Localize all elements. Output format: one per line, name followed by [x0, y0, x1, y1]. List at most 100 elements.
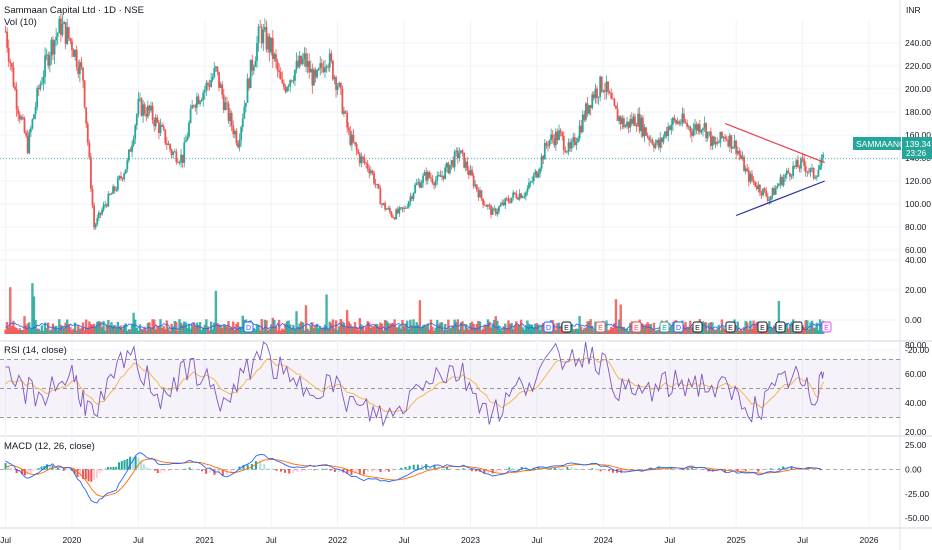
rsi-pane[interactable]	[0, 341, 900, 428]
volume-bar	[505, 328, 509, 334]
volume-bar	[592, 330, 596, 334]
candle-body	[479, 190, 481, 198]
volume-bar	[583, 328, 586, 334]
candle-body	[422, 175, 424, 184]
volume-bar	[575, 328, 578, 334]
candle-body	[363, 158, 366, 163]
event-badge-earnings[interactable]	[692, 321, 703, 333]
volume-bar	[421, 325, 425, 334]
candle-body	[760, 192, 763, 196]
volume-bar	[443, 324, 447, 334]
volume-bar	[100, 327, 104, 334]
candle-body	[26, 135, 29, 154]
candle-body	[301, 58, 304, 64]
price-badge[interactable]: SAMMAANCAP 139.34 23:26	[853, 137, 932, 159]
candle-body	[395, 209, 398, 220]
macd-pane[interactable]	[0, 452, 900, 504]
event-badge-dividend[interactable]	[673, 321, 684, 333]
candle-body	[789, 173, 791, 177]
volume-bar	[790, 322, 793, 334]
candle-body	[135, 114, 138, 126]
event-badge-earnings[interactable]	[775, 321, 786, 333]
price-tick-label: 220.00	[905, 61, 931, 71]
candle-body	[694, 124, 696, 130]
x-tick-label: Jul	[266, 535, 277, 545]
macd-histogram-bar	[112, 466, 115, 470]
macd-histogram-bar	[84, 469, 87, 480]
candle-body	[175, 151, 178, 163]
candle-body	[592, 94, 595, 99]
axis-layer: Jul 2020 Jul 2021 Jul 2022 Jul 2023 Jul 2024 Jul 20…	[0, 38, 931, 545]
trendline-upper[interactable]	[724, 122, 825, 164]
volume-bar	[124, 323, 127, 334]
volume-bar	[530, 324, 534, 334]
volume-bar	[303, 330, 306, 334]
macd-histogram-bar	[566, 466, 569, 470]
macd-histogram-bar	[304, 469, 307, 471]
event-badge-dividend[interactable]	[243, 321, 254, 333]
volume-bar	[160, 327, 164, 334]
candle-body	[146, 105, 149, 117]
volume-bar	[148, 322, 151, 334]
candle-body	[621, 118, 624, 125]
event-badge-dividend[interactable]	[543, 321, 554, 333]
macd-histogram-bar	[329, 469, 332, 471]
event-badge-earnings[interactable]	[757, 321, 768, 333]
candle-body	[596, 88, 598, 98]
candle-body	[387, 207, 390, 210]
volume-bar	[445, 330, 448, 334]
volume-bar	[220, 328, 224, 334]
volume-bar	[437, 324, 441, 334]
event-badge-earnings[interactable]	[792, 321, 803, 333]
candle-body	[52, 39, 54, 55]
candle-body	[292, 80, 295, 82]
volume-bar	[13, 327, 17, 334]
candle-body	[635, 125, 638, 127]
event-badge-earnings[interactable]	[821, 321, 832, 333]
volume-bar	[115, 327, 118, 334]
volume-bar	[413, 325, 417, 334]
macd-histogram-bar	[140, 460, 143, 470]
event-badge-earnings[interactable]	[725, 321, 736, 333]
macd-histogram-bar	[724, 469, 727, 472]
volume-bar	[447, 319, 450, 334]
macd-histogram-bar	[466, 469, 469, 471]
candle-body	[67, 27, 70, 39]
event-badge-earnings[interactable]	[631, 321, 642, 333]
volume-bar	[129, 329, 132, 334]
candle-body	[667, 126, 670, 136]
candle-body	[697, 124, 700, 131]
volume-bar	[281, 328, 284, 334]
macd-histogram-bar	[57, 468, 60, 470]
candle-body	[705, 123, 708, 139]
macd-histogram-bar	[450, 468, 453, 470]
candle-body	[634, 116, 636, 126]
macd-histogram-bar	[73, 469, 76, 475]
candle-body	[407, 201, 410, 208]
candle-body	[63, 22, 65, 25]
candle-body	[382, 203, 385, 205]
candle-body	[48, 55, 51, 66]
candle-body	[139, 98, 141, 100]
macd-histogram-bar	[184, 468, 187, 470]
candle-body	[91, 188, 94, 206]
candle-body	[566, 151, 568, 153]
event-badge-earnings[interactable]	[595, 321, 606, 333]
candle-body	[309, 68, 312, 73]
trendline-lower[interactable]	[735, 180, 825, 217]
event-badge-earnings[interactable]	[561, 321, 572, 333]
candle-body	[131, 145, 133, 152]
candle-body	[241, 118, 244, 128]
candle-body	[803, 158, 806, 167]
volume-bar	[670, 325, 673, 334]
event-badge-earnings[interactable]	[659, 321, 670, 333]
candle-body	[260, 27, 263, 44]
candle-body	[482, 198, 485, 205]
volume-bar	[649, 324, 652, 334]
price-pane[interactable]	[0, 11, 900, 231]
candle-body	[430, 177, 432, 179]
volume-bar	[34, 319, 37, 334]
volume-bar	[448, 328, 452, 334]
candle-body	[221, 84, 224, 95]
